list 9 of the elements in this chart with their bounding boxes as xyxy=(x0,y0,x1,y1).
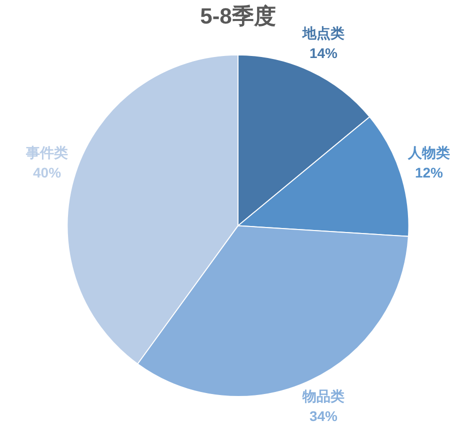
data-label: 12% xyxy=(414,164,444,181)
slice-label: 事件类 xyxy=(25,144,68,161)
chart-title: 5-8季度 xyxy=(200,3,276,28)
data-label: 40% xyxy=(33,164,62,181)
slice-label: 物品类 xyxy=(301,388,344,404)
data-label: 34% xyxy=(309,408,338,424)
slice-label: 地点类 xyxy=(301,24,344,41)
data-label: 14% xyxy=(309,44,338,61)
slice-label: 人物类 xyxy=(406,144,450,161)
